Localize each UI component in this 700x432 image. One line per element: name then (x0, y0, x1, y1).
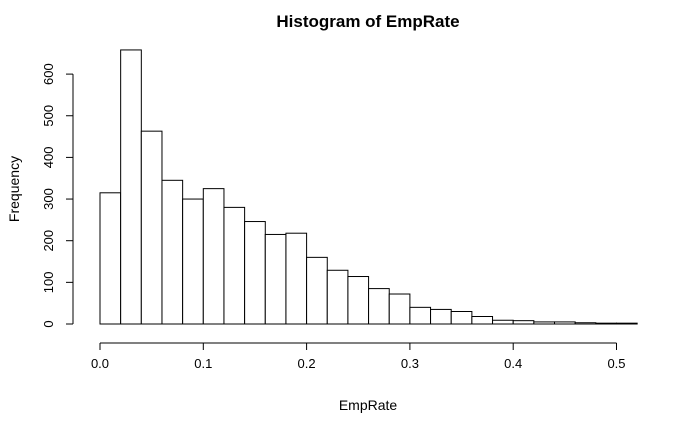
histogram-bar (388, 293, 411, 325)
histogram-bar (264, 233, 287, 325)
x-tick-label: 0.0 (91, 356, 109, 371)
x-tick-label: 0.5 (607, 356, 625, 371)
histogram-bar (244, 221, 266, 325)
x-axis: 0.0 0.1 0.2 0.3 0.4 0.5 (91, 342, 626, 371)
y-tick-label: 400 (41, 147, 56, 169)
histogram-bar (223, 206, 246, 325)
histogram-bar (161, 179, 184, 325)
histogram-bar (430, 308, 452, 325)
y-tick-label: 200 (41, 230, 56, 252)
histogram-bar (202, 188, 225, 325)
histogram-bar (492, 319, 514, 325)
histogram-bars (99, 49, 638, 325)
histogram-bar (368, 288, 390, 325)
y-axis-label: Frequency (6, 156, 22, 222)
histogram-bar (347, 276, 370, 325)
x-tick-label: 0.3 (401, 356, 419, 371)
x-tick-label: 0.2 (298, 356, 316, 371)
histogram-bar (554, 321, 576, 325)
x-tick-label: 0.1 (194, 356, 212, 371)
y-tick-label: 100 (41, 271, 56, 293)
histogram-bar (533, 321, 556, 325)
x-tick-label: 0.4 (504, 356, 522, 371)
y-axis: 0 100 200 300 400 500 600 (41, 63, 74, 328)
y-tick-label: 300 (41, 188, 56, 210)
y-tick-label: 500 (41, 105, 56, 127)
histogram-bar (120, 49, 142, 325)
histogram-bar (285, 232, 308, 325)
histogram-bar (471, 316, 494, 325)
y-tick-label: 0 (41, 320, 56, 327)
histogram-bar (574, 322, 597, 325)
chart-title: Histogram of EmpRate (276, 12, 459, 31)
histogram-bar (140, 130, 163, 325)
histogram-bar (99, 192, 122, 325)
histogram-bar (450, 311, 473, 325)
histogram-bar (616, 322, 638, 325)
histogram-bar (595, 322, 618, 325)
histogram-bar (512, 320, 535, 325)
histogram-bar (306, 256, 328, 325)
histogram-bar (182, 198, 204, 325)
histogram-bar (326, 269, 349, 325)
histogram-bar (409, 306, 432, 325)
y-tick-label: 600 (41, 63, 56, 85)
x-axis-label: EmpRate (339, 397, 398, 413)
